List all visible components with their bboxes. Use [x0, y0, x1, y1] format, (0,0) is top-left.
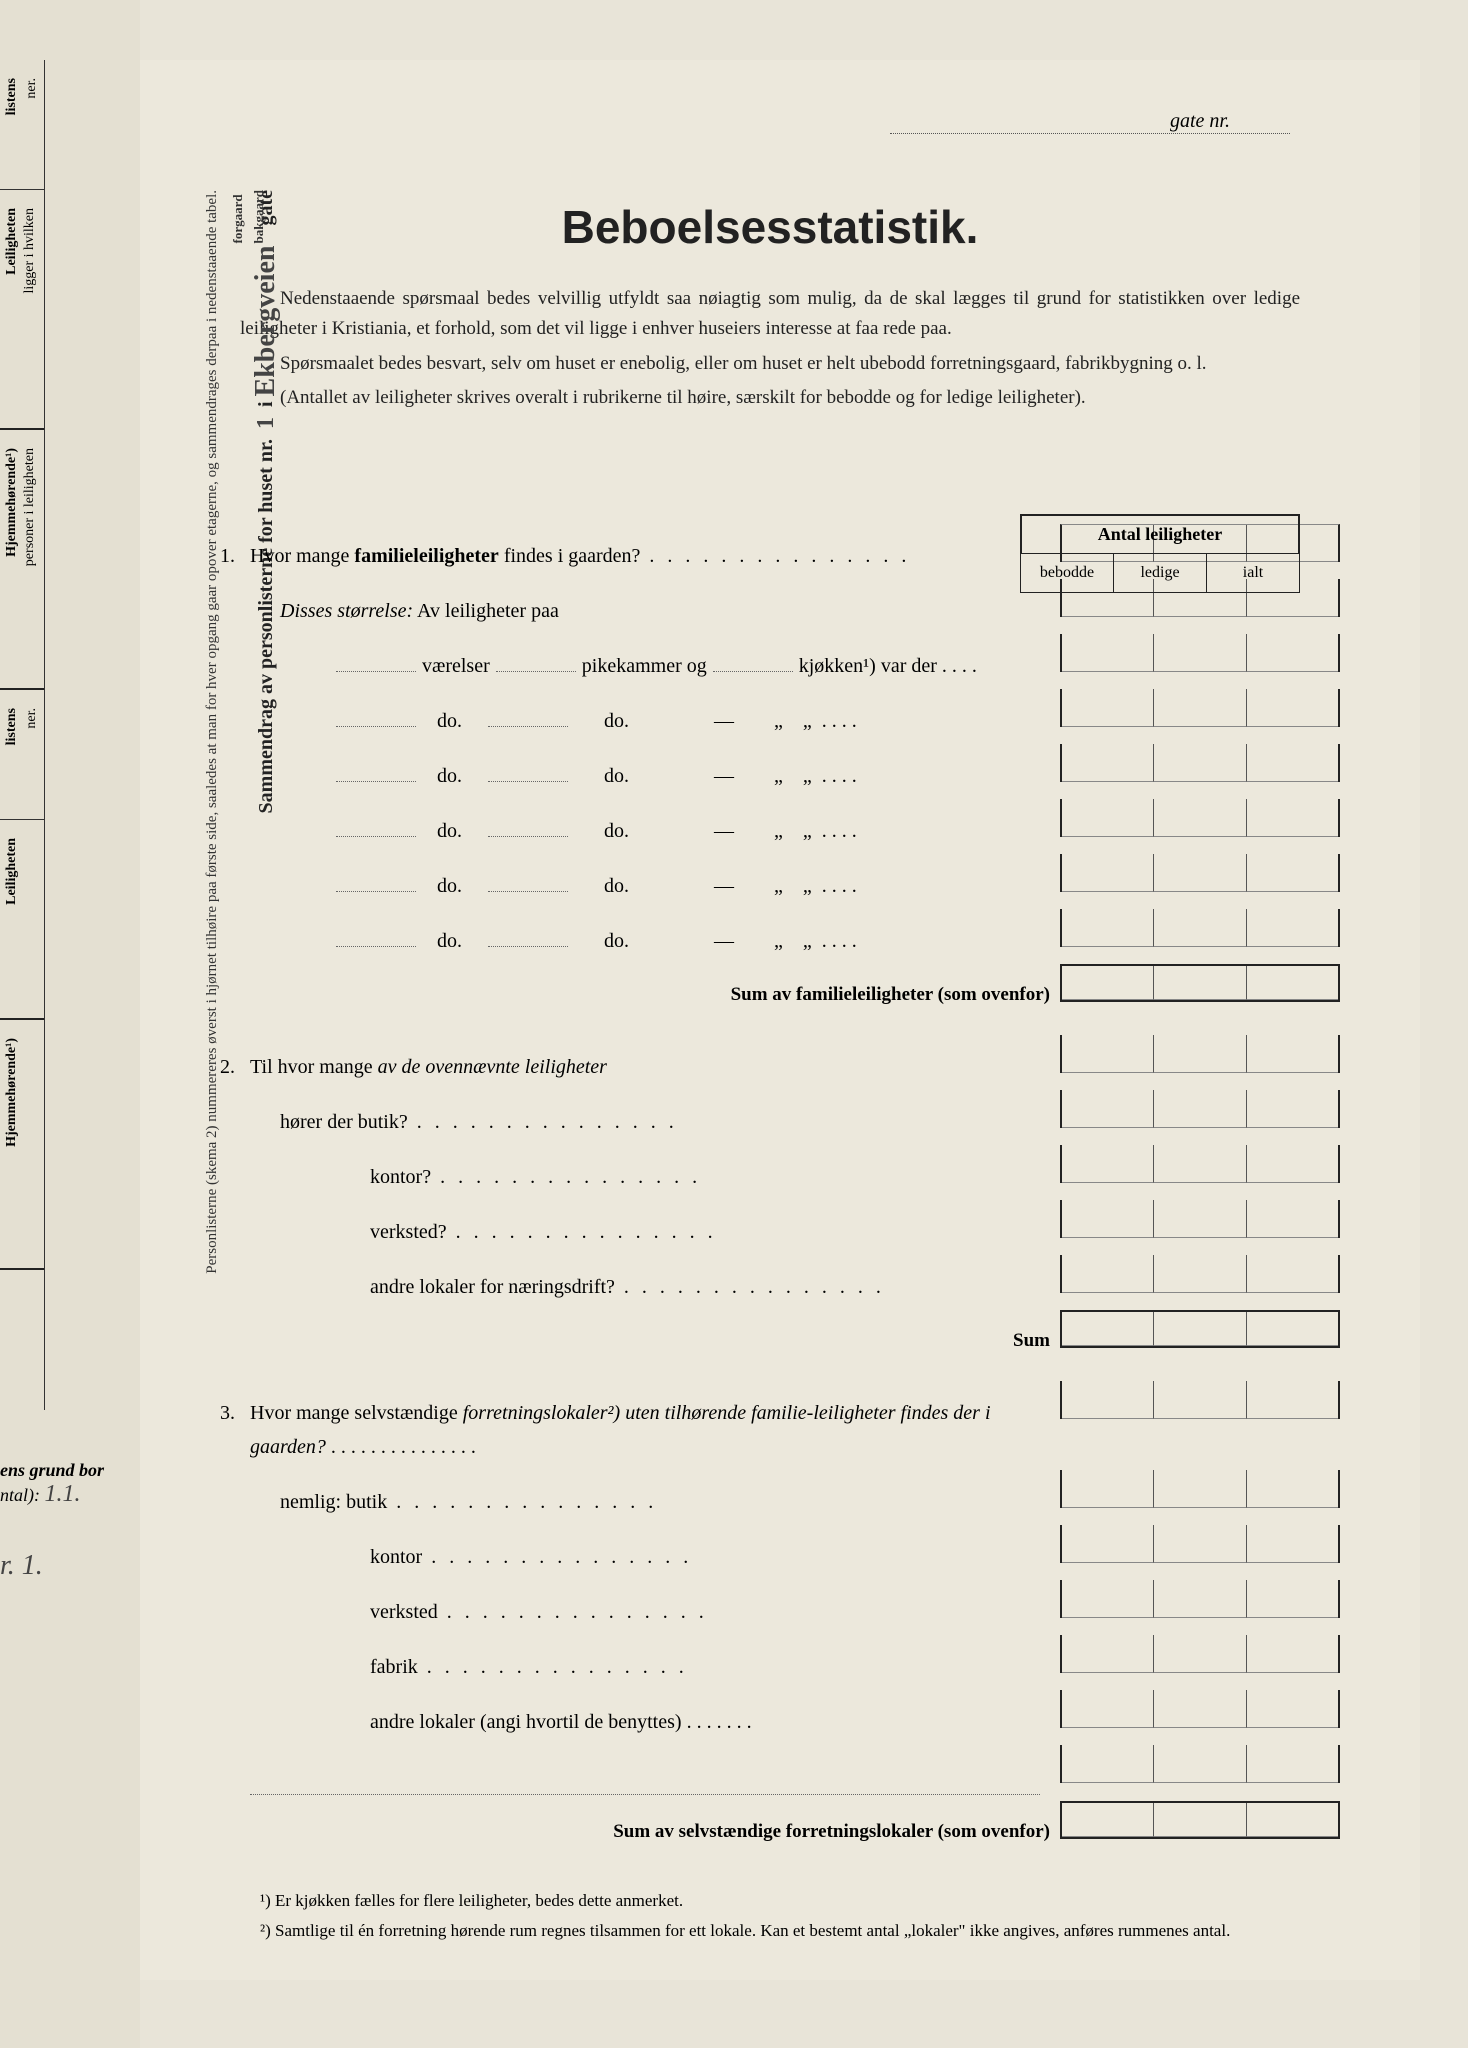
q3-sum-cells	[1060, 1801, 1340, 1839]
left-page-edge: listens ner. Leiligheten ligger i hvilke…	[0, 0, 140, 2048]
q2-num: 2.	[220, 1056, 250, 1079]
footnote-1: ¹) Er kjøkken fælles for flere leilighet…	[260, 1888, 1260, 1914]
q1-row-do5: do. do. — „ „ . . . .	[250, 924, 1060, 958]
label-personer-1: personer i leiligheten	[20, 440, 40, 574]
q3-sum: Sum av selvstændige forretningslokaler (…	[250, 1816, 1060, 1848]
q1-text: Hvor mange familieleiligheter findes i g…	[250, 539, 1060, 573]
q2-sub1: hører der butik?	[250, 1105, 1060, 1139]
q3-s1-cells	[1060, 1470, 1340, 1508]
q1-row-1: værelserpikekammer ogkjøkken¹) var der .…	[250, 649, 1060, 683]
label-ner: ner.	[22, 70, 42, 107]
page-title: Beboelsesstatistik.	[200, 200, 1340, 254]
label-listens: listens	[2, 70, 22, 123]
left-column-strip: listens ner. Leiligheten ligger i hvilke…	[0, 60, 45, 1410]
table-header-cols: bebodde ledige ialt	[1020, 553, 1300, 593]
label-ner-2: ner.	[22, 700, 42, 737]
q3-sub1: nemlig: butik	[250, 1485, 1060, 1519]
q2-s1-cells	[1060, 1090, 1340, 1128]
q2-s3-cells	[1060, 1200, 1340, 1238]
q3-sub4: fabrik	[250, 1650, 1060, 1684]
label-hjemme-1: Hjemmehørende¹)	[2, 440, 22, 565]
q1-do4-cells	[1060, 854, 1340, 892]
q2-cells-blank	[1060, 1035, 1340, 1073]
q1-sub: Disses størrelse: Av leiligheter paa	[250, 594, 1060, 628]
q3-sub5: andre lokaler (angi hvortil de benyttes)…	[250, 1705, 1060, 1739]
q1-r1-cells	[1060, 634, 1340, 672]
q3-text: Hvor mange selvstændige forretningslokal…	[250, 1396, 1060, 1464]
footnotes: ¹) Er kjøkken fælles for flere leilighet…	[200, 1888, 1340, 1943]
q2-s2-cells	[1060, 1145, 1340, 1183]
label-leil-2: Leiligheten	[2, 830, 22, 913]
question-1: 1. Hvor mange familieleiligheter findes …	[220, 524, 1340, 1011]
intro-p2: Spørsmaalet bedes besvart, selv om huset…	[240, 349, 1300, 379]
q1-row-do4: do. do. — „ „ . . . .	[250, 869, 1060, 903]
q3-blank-cells	[1060, 1745, 1340, 1783]
q2-s4-cells	[1060, 1255, 1340, 1293]
label-listens-2: listens	[2, 700, 22, 753]
q1-do2-cells	[1060, 744, 1340, 782]
grund-text: ens grund bor ntal): 1.1. r. 1.	[0, 1460, 200, 1582]
question-2: 2. Til hvor mange av de ovennævnte leili…	[220, 1035, 1340, 1357]
q1-row-do2: do. do. — „ „ . . . .	[250, 759, 1060, 793]
main-page: Sammendrag av personlisterne for huset n…	[140, 60, 1420, 1980]
q2-sub3: verksted?	[250, 1215, 1060, 1249]
q2-text: Til hvor mange av de ovennævnte leilighe…	[250, 1050, 1060, 1084]
intro-p3: (Antallet av leiligheter skrives overalt…	[240, 383, 1300, 413]
label-ligger: ligger i hvilken	[20, 200, 40, 302]
side-forgaard: forgaardbakgaard	[228, 190, 270, 243]
q1-row-do1: do. do. — „ „ . . . .	[250, 704, 1060, 738]
table-header-title: Antal leiligheter	[1020, 514, 1300, 553]
label-hjemme-2: Hjemmehørende¹)	[2, 1030, 22, 1155]
label-leiligheten: Leiligheten	[2, 200, 22, 283]
col-ialt: ialt	[1207, 554, 1299, 592]
intro-p1: Nedenstaaende spørsmaal bedes velvillig …	[240, 284, 1300, 345]
questions-block: 1. Hvor mange familieleiligheter findes …	[200, 524, 1340, 1849]
q3-s4-cells	[1060, 1635, 1340, 1673]
q2-sub4: andre lokaler for næringsdrift?	[250, 1270, 1060, 1304]
q1-num: 1.	[220, 545, 250, 568]
q2-sub2: kontor?	[250, 1160, 1060, 1194]
table-header: Antal leiligheter bebodde ledige ialt	[1020, 514, 1300, 593]
q3-s3-cells	[1060, 1580, 1340, 1618]
gate-nr-field: gate nr.	[890, 110, 1290, 134]
q3-num: 3.	[220, 1402, 250, 1425]
q1-do1-cells	[1060, 689, 1340, 727]
q3-sub2: kontor	[250, 1540, 1060, 1574]
q1-sum-cells	[1060, 964, 1340, 1002]
q1-row-do3: do. do. — „ „ . . . .	[250, 814, 1060, 848]
q1-sum: Sum av familieleiligheter (som ovenfor)	[250, 979, 1060, 1011]
q3-blank-line	[250, 1760, 1040, 1795]
intro-text: Nedenstaaende spørsmaal bedes velvillig …	[240, 284, 1300, 414]
footnote-2: ²) Samtlige til én forretning hørende ru…	[260, 1918, 1260, 1944]
q1-do5-cells	[1060, 909, 1340, 947]
col-ledige: ledige	[1114, 554, 1207, 592]
col-bebodde: bebodde	[1021, 554, 1114, 592]
q2-sum: Sum	[250, 1325, 1060, 1357]
q1-do3-cells	[1060, 799, 1340, 837]
q2-sum-cells	[1060, 1310, 1340, 1348]
q3-sub3: verksted	[250, 1595, 1060, 1629]
question-3: 3. Hvor mange selvstændige forretningslo…	[220, 1381, 1340, 1848]
q3-cells	[1060, 1381, 1340, 1419]
q3-s2-cells	[1060, 1525, 1340, 1563]
content-area: Antal leiligheter bebodde ledige ialt 1.…	[200, 524, 1340, 1944]
q3-s5-cells	[1060, 1690, 1340, 1728]
